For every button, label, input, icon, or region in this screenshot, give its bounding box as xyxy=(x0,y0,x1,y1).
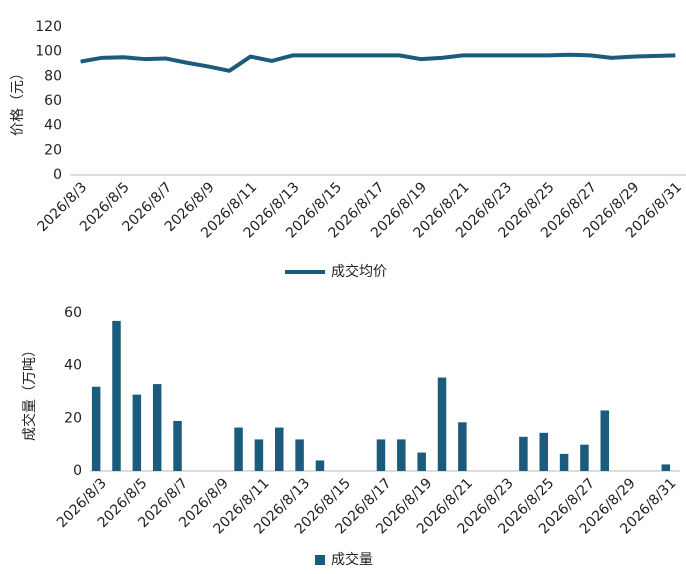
bar xyxy=(437,377,447,471)
legend-label: 成交量 xyxy=(331,551,373,568)
y-axis-title: 价格（元） xyxy=(10,66,26,136)
y-tick-label: 0 xyxy=(53,167,62,183)
bar xyxy=(519,436,528,471)
bar xyxy=(458,422,467,471)
line xyxy=(80,52,676,73)
bar xyxy=(112,320,121,471)
bar xyxy=(234,427,243,471)
bar xyxy=(152,384,162,471)
bar xyxy=(417,452,426,471)
y-tick-label: 80 xyxy=(44,68,62,84)
y-tick-label: 40 xyxy=(64,358,82,374)
y-tick-label: 60 xyxy=(64,305,82,321)
bar xyxy=(376,439,386,471)
y-tick-label: 0 xyxy=(73,463,82,479)
bar xyxy=(580,444,589,471)
legend-label: 成交均价 xyxy=(331,263,387,280)
bar xyxy=(275,427,284,471)
bar xyxy=(600,410,610,471)
legend-swatch xyxy=(315,555,325,565)
bar xyxy=(173,420,182,471)
bar xyxy=(132,394,142,471)
y-tick-label: 120 xyxy=(35,19,62,35)
bar xyxy=(295,439,304,471)
y-tick-label: 20 xyxy=(64,410,82,426)
bar xyxy=(539,432,548,471)
bar xyxy=(661,464,671,471)
bar xyxy=(559,453,569,471)
bar xyxy=(254,439,264,471)
y-axis-title: 成交量（万吨） xyxy=(21,343,38,441)
bar xyxy=(397,439,406,471)
bar xyxy=(315,460,325,471)
y-tick-label: 100 xyxy=(35,44,62,60)
bar xyxy=(91,386,101,471)
y-tick-label: 40 xyxy=(44,118,62,134)
y-tick-label: 20 xyxy=(44,142,62,158)
y-tick-label: 60 xyxy=(44,93,62,109)
